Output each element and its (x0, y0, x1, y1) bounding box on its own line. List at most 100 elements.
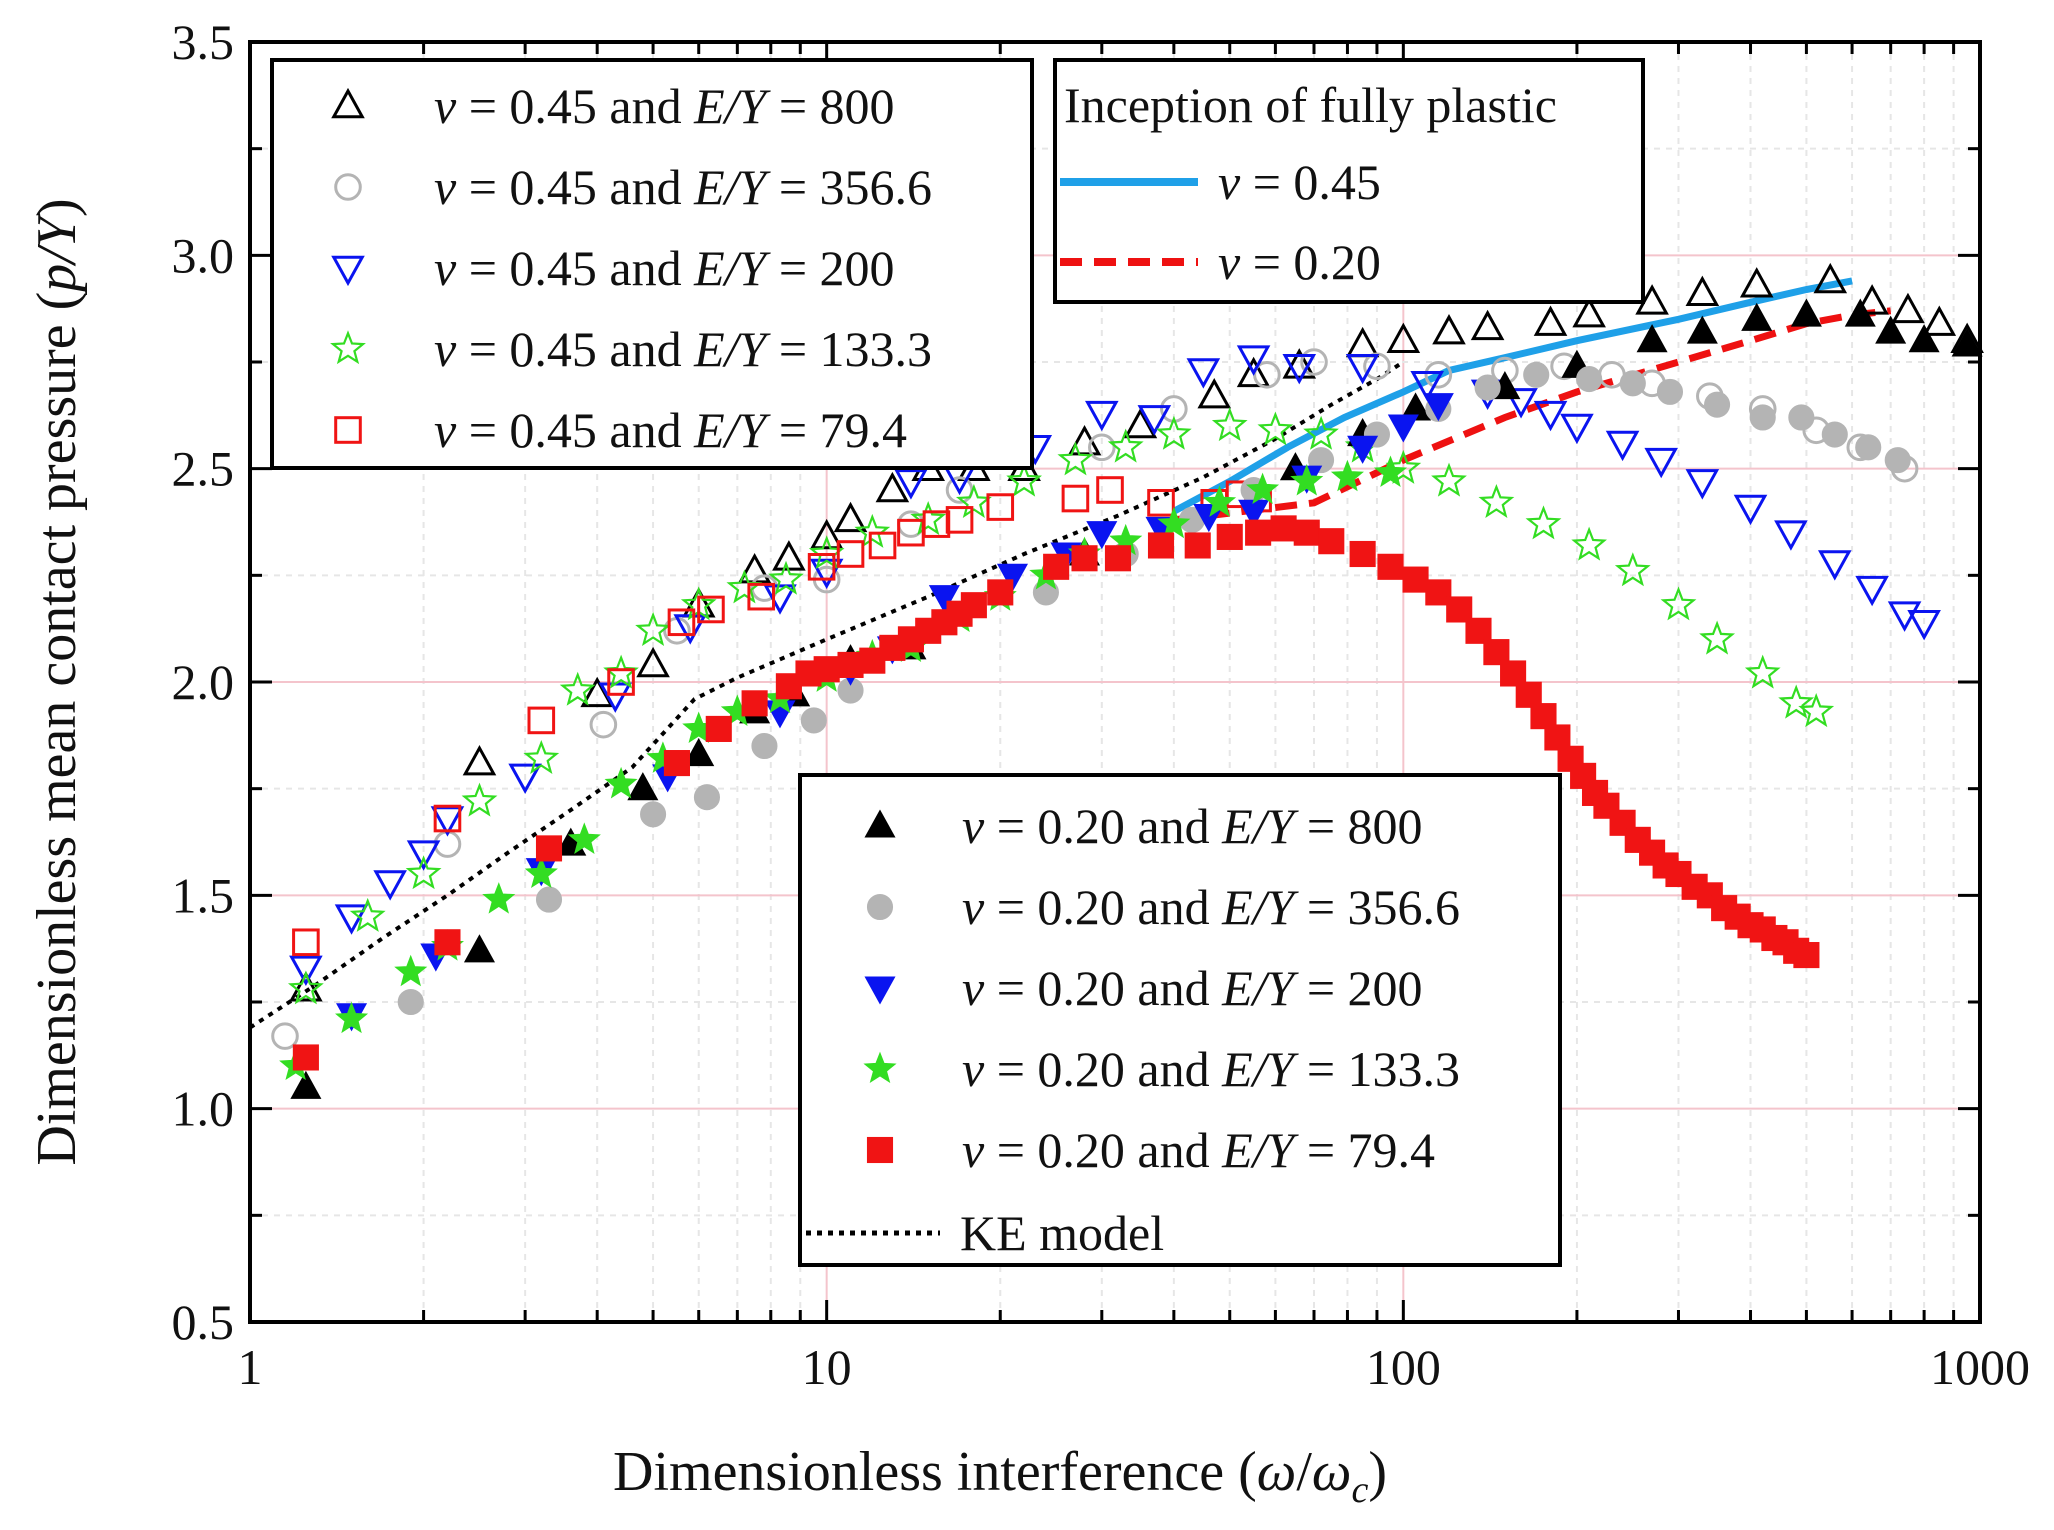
legend-marker (864, 809, 896, 838)
data-point (394, 954, 428, 987)
data-point (1572, 296, 1606, 328)
data-point (1347, 435, 1379, 464)
data-point (1686, 315, 1718, 344)
data-point (604, 766, 638, 799)
data-point (1875, 315, 1907, 344)
data-point (1303, 415, 1339, 450)
data-point (482, 882, 516, 914)
data-point (1349, 540, 1376, 568)
markers (271, 262, 1984, 1099)
data-point (1216, 523, 1243, 550)
data-point (406, 840, 441, 871)
data-point (854, 513, 891, 548)
data-point (667, 608, 696, 637)
data-point (1290, 464, 1324, 496)
legend-entry: ν = 0.20 and E/Y = 79.4 (866, 1122, 1435, 1178)
data-point (535, 835, 563, 862)
data-point (535, 886, 563, 913)
legend-entry: ν = 0.45 and E/Y = 79.4 (334, 402, 907, 458)
data-point (1422, 393, 1454, 422)
data-point (1525, 505, 1562, 540)
data-point (1636, 324, 1668, 353)
legend-marker (866, 1136, 894, 1164)
data-point (1749, 404, 1776, 431)
data-point (1257, 411, 1294, 446)
data-point (397, 988, 424, 1016)
data-point (1699, 620, 1736, 655)
data-point (807, 553, 836, 581)
line--0-45 (1172, 277, 1853, 515)
series-4 (287, 407, 1835, 1005)
legend-entry: ν = 0.45 and E/Y = 200 (331, 240, 895, 296)
data-point (1373, 455, 1408, 488)
data-point (813, 656, 840, 683)
data-point (1660, 586, 1697, 621)
data-point (928, 585, 960, 614)
data-point (289, 971, 323, 1002)
data-point (868, 531, 897, 560)
legend-marker (866, 893, 894, 921)
data-point (1057, 441, 1094, 476)
data-point (1844, 298, 1876, 327)
data-point (1544, 724, 1571, 751)
data-point (527, 706, 556, 735)
data-point (434, 929, 461, 956)
data-point (1184, 532, 1211, 559)
data-point (1300, 348, 1328, 376)
data-point (1236, 356, 1271, 388)
data-point (1282, 348, 1317, 379)
data-point (1576, 366, 1603, 393)
data-point (1157, 506, 1191, 539)
legend-marker (863, 1051, 897, 1084)
data-point (607, 668, 635, 696)
data-point (1793, 942, 1820, 969)
legend-marker (330, 330, 366, 365)
data-point (737, 552, 772, 584)
data-point (1790, 298, 1822, 327)
legend-top-left: ν = 0.45 and E/Y = 800 ν = 0.45 and E/Y =… (270, 58, 1034, 470)
legend-label: ν = 0.45 and E/Y = 79.4 (434, 402, 907, 458)
data-point (508, 763, 542, 794)
data-point (955, 483, 992, 518)
data-point (349, 897, 386, 932)
legend-label: ν = 0.45 and E/Y = 356.6 (434, 159, 932, 215)
data-point (1197, 378, 1232, 409)
legend-bottom: ν = 0.20 and E/Y = 800 ν = 0.20 and E/Y =… (798, 773, 1562, 1267)
data-point (433, 804, 462, 833)
data-point (1387, 414, 1419, 443)
data-point (1478, 483, 1515, 518)
legend-label: ν = 0.45 and E/Y = 133.3 (434, 321, 932, 377)
y-tick-label: 3.5 (172, 14, 235, 70)
data-point (1071, 545, 1098, 572)
data-point (987, 579, 1014, 606)
data-point (1386, 322, 1421, 353)
data-point (894, 469, 928, 500)
data-point (1465, 617, 1492, 644)
data-point (1282, 353, 1317, 385)
data-point (292, 928, 320, 957)
data-point (523, 739, 560, 774)
data-point (1186, 358, 1221, 389)
legend-label: ν = 0.20 and E/Y = 800 (962, 798, 1423, 854)
legend-entry: KE model (806, 1205, 1164, 1261)
data-point (768, 560, 804, 595)
line-ke-model (248, 360, 1405, 1030)
data-point (1855, 575, 1889, 607)
data-point (1211, 407, 1248, 442)
legend-entry: ν = 0.20 (1060, 234, 1381, 290)
data-point (1891, 292, 1925, 324)
x-axis-title: Dimensionless interference (ω/ωc) (613, 1441, 1387, 1511)
plot-frame (248, 40, 1982, 1324)
legend-label: ν = 0.45 (1218, 154, 1381, 210)
data-point (373, 870, 407, 901)
data-point (1523, 361, 1550, 388)
legend-box (270, 58, 1034, 470)
data-point (1293, 519, 1320, 546)
legend-label: ν = 0.20 and E/Y = 79.4 (962, 1122, 1435, 1178)
data-point (1470, 309, 1505, 341)
data-point (986, 493, 1015, 521)
data-point (1402, 566, 1429, 593)
data-point (1533, 305, 1568, 336)
data-point (1147, 532, 1175, 559)
y-tick-label: 2.0 (172, 654, 235, 710)
